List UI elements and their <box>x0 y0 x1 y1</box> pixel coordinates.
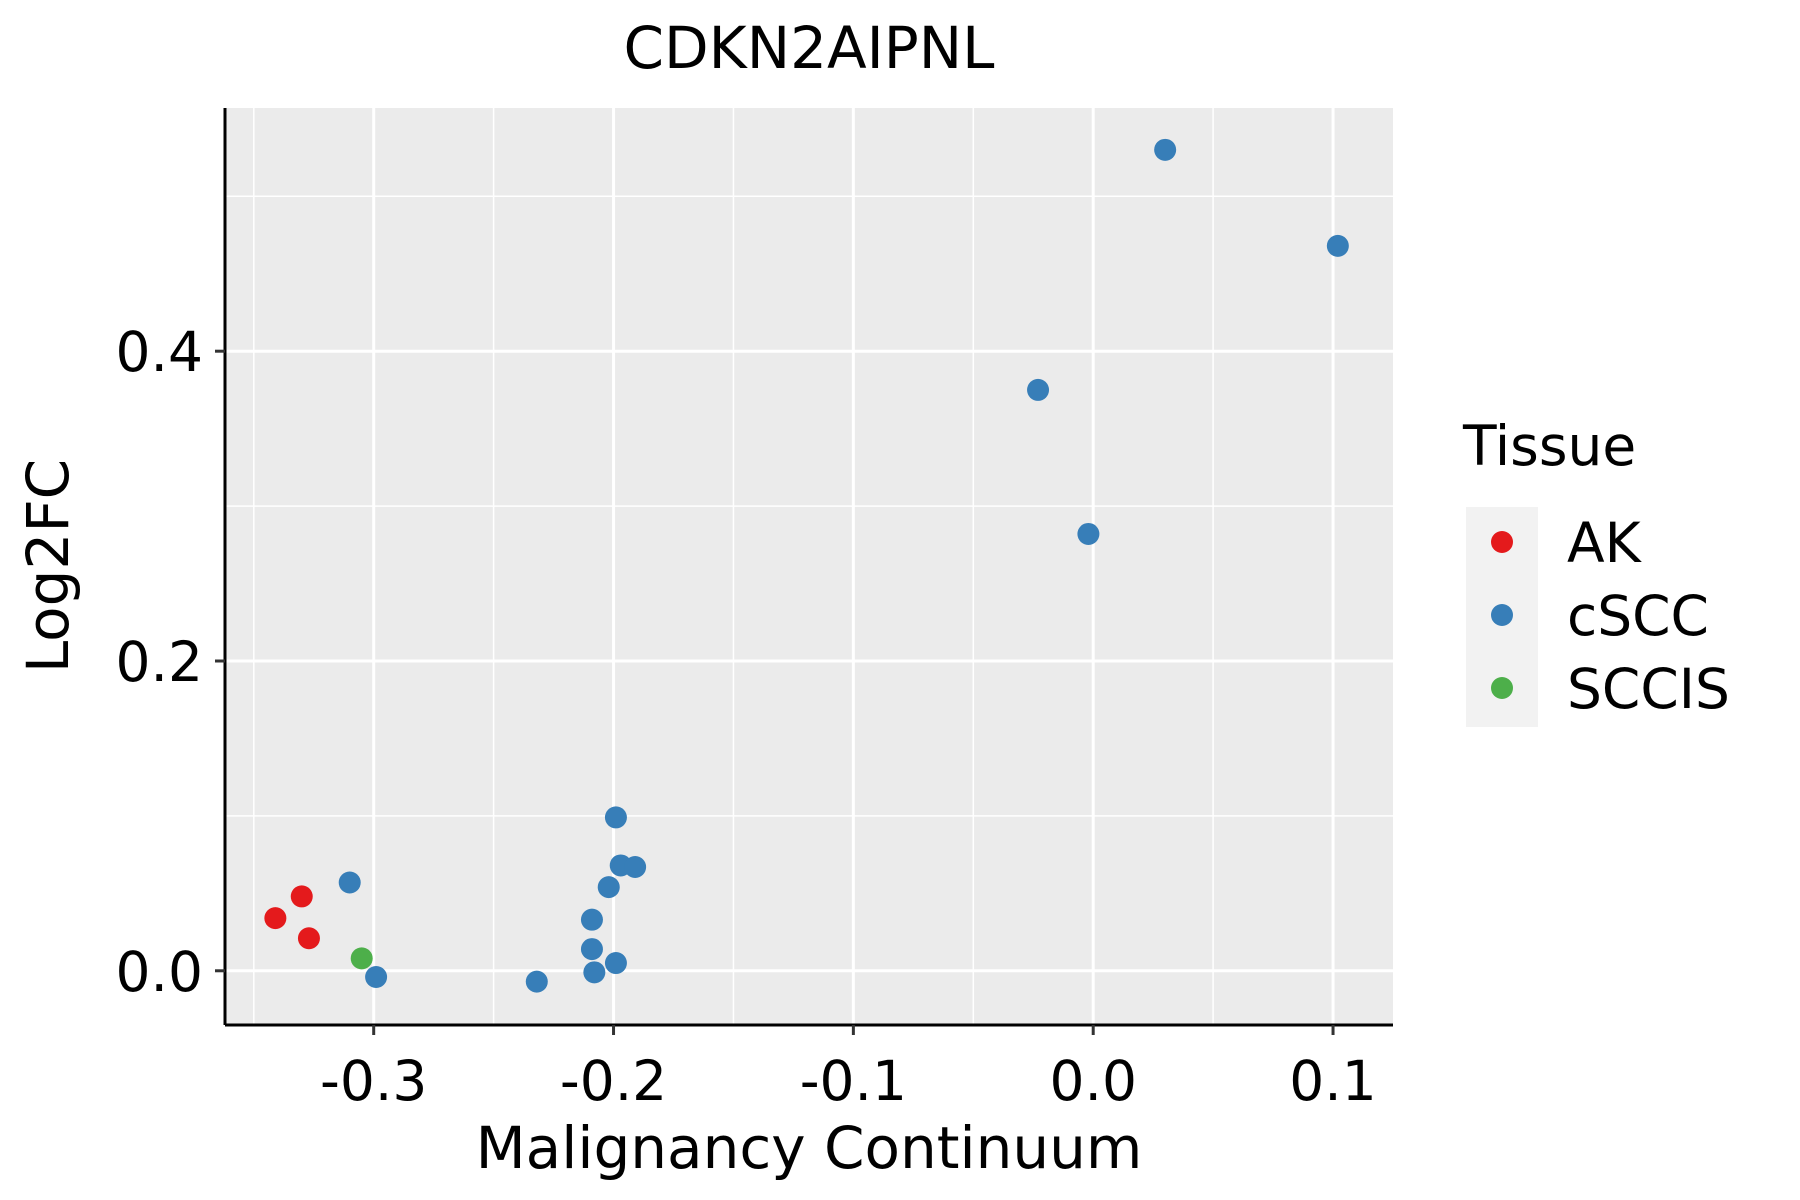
chart-title: CDKN2AIPNL <box>624 14 995 82</box>
legend-label-ak: AK <box>1567 511 1643 575</box>
minor-gridlines <box>225 108 1393 1025</box>
x-tick-label: 0.0 <box>1049 1049 1136 1113</box>
data-point-sccis <box>350 947 373 970</box>
data-point-cscc <box>580 938 603 961</box>
data-point-cscc <box>1154 138 1177 161</box>
data-point-cscc <box>338 871 361 894</box>
legend-label-cscc: cSCC <box>1567 584 1709 648</box>
legend-key-sccis <box>1491 677 1513 699</box>
x-axis-ticks: -0.3 -0.2 -0.1 0.0 0.1 <box>320 1025 1377 1113</box>
y-tick-label: 0.4 <box>116 320 203 384</box>
x-tick-label: 0.1 <box>1289 1049 1376 1113</box>
data-point-cscc <box>604 806 627 829</box>
y-tick-label: 0.0 <box>116 940 203 1004</box>
plot-panel <box>225 108 1393 1025</box>
x-tick-label: -0.2 <box>560 1049 667 1113</box>
data-point-cscc <box>583 961 606 984</box>
data-point-cscc <box>604 952 627 975</box>
legend-key-ak <box>1491 531 1513 553</box>
y-axis-label: Log2FC <box>14 459 82 673</box>
data-point-cscc <box>525 970 548 993</box>
data-point-cscc <box>1077 522 1100 545</box>
data-point-ak <box>290 885 313 908</box>
data-point-cscc <box>1027 378 1050 401</box>
data-point-cscc <box>597 876 620 899</box>
y-tick-label: 0.2 <box>116 630 203 694</box>
x-tick-label: -0.1 <box>800 1049 907 1113</box>
legend-title: Tissue <box>1462 414 1636 478</box>
data-point-ak <box>297 927 320 950</box>
y-axis-ticks: 0.0 0.2 0.4 <box>116 320 225 1004</box>
data-points <box>264 138 1349 993</box>
data-point-cscc <box>624 856 647 879</box>
legend-key-cscc <box>1491 604 1513 626</box>
data-point-ak <box>264 907 287 930</box>
x-tick-label: -0.3 <box>320 1049 427 1113</box>
x-axis-label: Malignancy Continuum <box>476 1114 1143 1182</box>
data-point-cscc <box>365 965 388 988</box>
legend-label-sccis: SCCIS <box>1567 657 1730 721</box>
data-point-cscc <box>1326 234 1349 257</box>
legend: Tissue AK cSCC SCCIS <box>1462 414 1730 727</box>
data-point-cscc <box>580 908 603 931</box>
